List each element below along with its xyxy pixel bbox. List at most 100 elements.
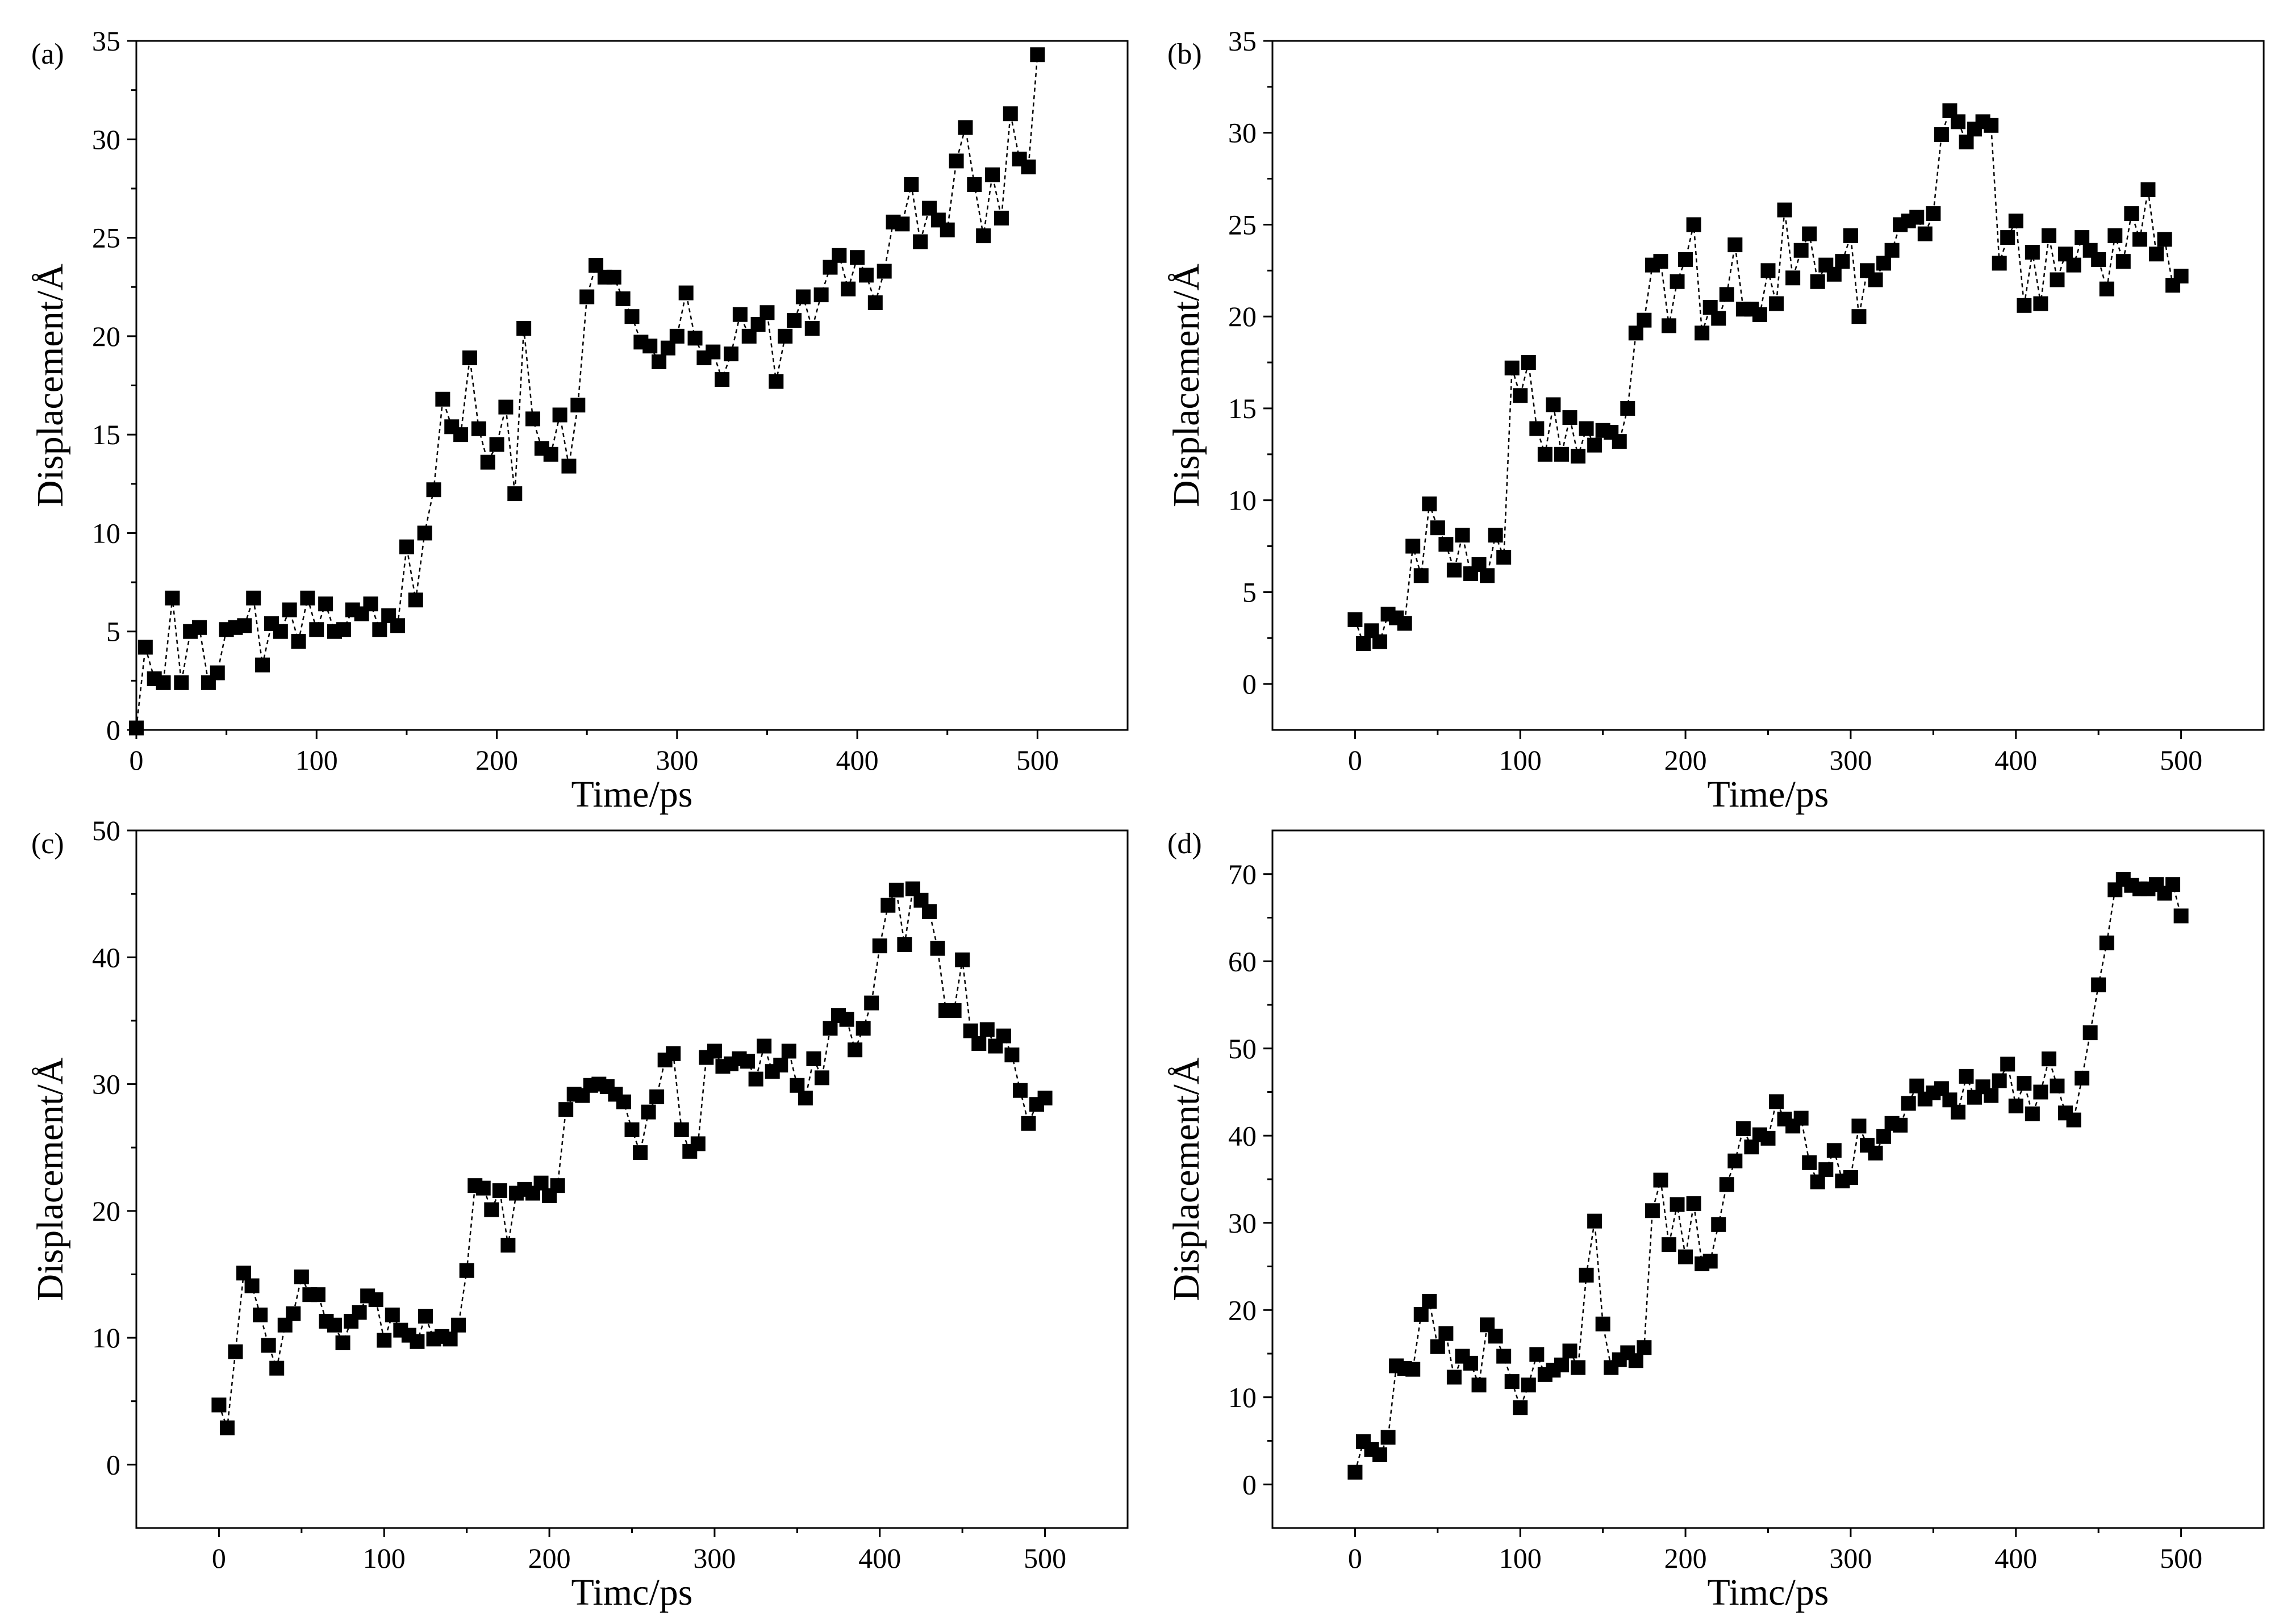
y-tick-label: 70: [1228, 858, 1257, 890]
data-point: [137, 640, 153, 655]
data-point: [2050, 1078, 2065, 1093]
data-point: [368, 1292, 383, 1308]
data-point: [273, 624, 288, 639]
data-point: [1686, 1196, 1701, 1211]
y-tick-label: 20: [92, 320, 120, 352]
data-point: [678, 285, 694, 300]
data-point: [1021, 159, 1036, 174]
data-point: [1719, 287, 1734, 302]
panel-label: (c): [31, 828, 64, 860]
chart-panel-3: 0 100 200 300 400 500 0 10 20 30 40 50 Timc/ps Displa…: [30, 815, 1129, 1613]
data-point: [2173, 269, 2189, 284]
data-point: [318, 596, 333, 612]
data-point: [1752, 307, 1767, 322]
data-point: [1562, 410, 1577, 425]
data-point: [1843, 1170, 1858, 1185]
data-point: [550, 1178, 565, 1193]
data-point: [294, 1269, 309, 1284]
y-tick-label: 0: [106, 1448, 120, 1480]
data-point: [1529, 421, 1545, 436]
data-point: [976, 228, 991, 244]
data-point: [1496, 549, 1512, 565]
x-tick-label: 100: [1499, 1542, 1542, 1574]
x-axis-title: Timc/ps: [1708, 1572, 1829, 1613]
data-point: [1826, 266, 1842, 282]
data-point: [864, 995, 879, 1011]
data-point: [1347, 1464, 1363, 1480]
panel-label: (a): [31, 38, 64, 70]
data-point: [1455, 528, 1470, 543]
data-point: [352, 1305, 367, 1320]
data-point: [759, 305, 775, 320]
data-point: [480, 454, 495, 470]
data-point: [1380, 1430, 1396, 1445]
y-tick-label: 30: [1228, 1207, 1257, 1239]
data-point: [707, 1043, 722, 1059]
data-point: [1662, 318, 1676, 333]
x-tick-label: 400: [836, 744, 879, 776]
data-point: [1727, 1153, 1743, 1168]
data-point: [996, 1028, 1011, 1043]
data-point: [1012, 1083, 1028, 1098]
data-point: [1628, 1353, 1643, 1368]
data-point: [253, 1307, 268, 1322]
data-point: [897, 937, 912, 952]
data-point: [1513, 388, 1528, 403]
x-tick-label: 0: [1348, 1542, 1362, 1574]
data-point: [994, 210, 1009, 226]
data-point: [624, 1122, 640, 1137]
data-point: [1851, 1118, 1867, 1134]
data-point: [156, 675, 171, 690]
x-tick-label: 300: [656, 744, 698, 776]
data-point: [500, 1238, 516, 1253]
x-axis-title: Time/ps: [1708, 774, 1829, 815]
y-tick-label: 5: [1242, 576, 1257, 608]
data-point: [1446, 562, 1462, 578]
data-point: [2099, 281, 2114, 297]
data-point: [1760, 263, 1776, 278]
y-axis-title: Displacement/Å: [30, 1057, 71, 1301]
data-point: [310, 1287, 325, 1302]
data-point: [435, 391, 450, 407]
x-tick-label: 100: [295, 744, 338, 776]
data-point: [1612, 434, 1627, 449]
data-point: [2017, 1076, 2032, 1091]
data-point: [922, 904, 937, 919]
data-point: [1950, 1104, 1965, 1120]
data-point: [1934, 127, 1949, 142]
data-point: [895, 216, 910, 232]
data-point: [633, 1145, 648, 1160]
data-point: [2075, 1070, 2090, 1086]
y-tick-label: 20: [1228, 1294, 1257, 1326]
data-point: [1695, 325, 1710, 341]
data-point: [336, 622, 351, 637]
data-point: [309, 622, 324, 637]
data-point: [399, 539, 414, 554]
data-point: [1021, 1116, 1036, 1131]
data-point: [1504, 1374, 1520, 1389]
y-tick-label: 60: [1228, 945, 1257, 977]
data-point: [1463, 1355, 1478, 1371]
data-point: [1851, 309, 1867, 324]
data-point: [1711, 1217, 1726, 1232]
data-point: [888, 882, 904, 897]
data-point: [971, 1036, 987, 1051]
y-tick-label: 10: [1228, 1381, 1257, 1413]
plot-frame: [1271, 40, 2265, 731]
data-point: [228, 1344, 243, 1359]
data-point: [1959, 1068, 1974, 1084]
data-point: [475, 1180, 491, 1196]
data-point: [471, 421, 486, 436]
data-point: [1637, 1340, 1652, 1355]
y-tick-label: 15: [92, 419, 120, 450]
data-point: [642, 339, 658, 354]
chart-panel-2: 0 100 200 300 400 500 0 5 10 15 20 25 30 35 Time/ps Dis…: [1166, 25, 2265, 815]
data-point: [773, 1058, 788, 1073]
data-point: [839, 1012, 854, 1027]
data-point: [949, 153, 964, 169]
data-point: [1992, 256, 2007, 271]
data-point: [930, 941, 945, 956]
y-tick-label: 35: [92, 25, 120, 57]
data-point: [2041, 1051, 2056, 1067]
data-point: [1662, 1237, 1676, 1253]
